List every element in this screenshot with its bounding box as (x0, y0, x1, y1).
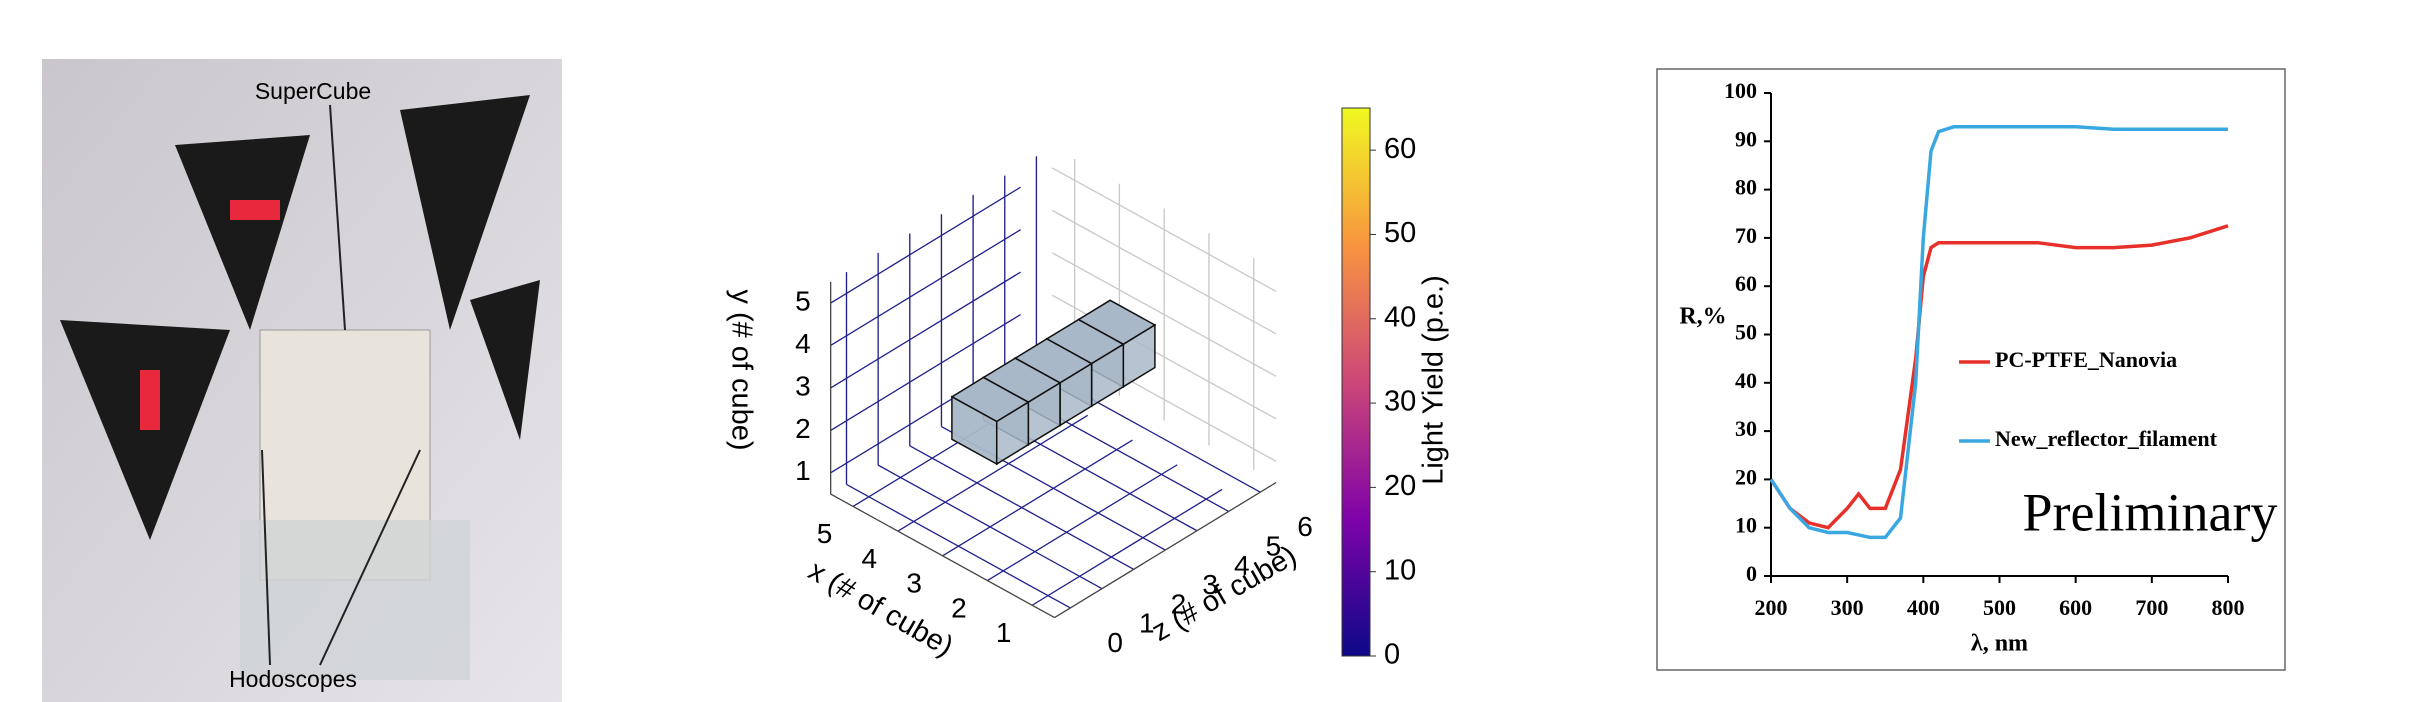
y-tick-label: 100 (1724, 78, 1757, 103)
tag (230, 200, 280, 220)
x-tick-label: 300 (1831, 595, 1864, 620)
axis-line (830, 493, 1055, 619)
grid-line (897, 414, 1089, 532)
z-tick-label: 3 (1202, 569, 1218, 600)
series-line (1769, 224, 2229, 530)
colorbar-label: Light Yield (p.e.) (1418, 275, 1450, 485)
grid-line (1051, 209, 1277, 335)
z-tick-label: 1 (1139, 608, 1155, 639)
grid-line (1051, 167, 1277, 292)
z-tick-label: 5 (1266, 531, 1282, 562)
y-tick-label: 4 (795, 328, 811, 359)
colorbar-tick-label: 40 (1384, 301, 1416, 333)
y-tick-label: 70 (1735, 223, 1757, 248)
grid-line (942, 439, 1133, 557)
z-tick-label: 4 (1234, 550, 1250, 581)
x-tick-label: 1 (996, 617, 1012, 648)
pointer (319, 449, 421, 666)
photo: SuperCube Hodoscopes (42, 59, 562, 702)
frame (240, 520, 470, 680)
grid-line (830, 186, 1021, 304)
z-tick-label: 0 (1107, 627, 1123, 658)
y-tick-label: 60 (1735, 271, 1757, 296)
cube-face (951, 395, 998, 466)
grid-line (830, 314, 1021, 431)
y-tick-label: 3 (795, 370, 811, 401)
y-tick-label: 50 (1735, 320, 1757, 345)
y-tick-label: 0 (1746, 561, 1757, 586)
x-tick-label: 600 (2059, 595, 2092, 620)
x-tick-label: 500 (1983, 595, 2016, 620)
grid-line (987, 464, 1178, 582)
grid-line (846, 483, 1071, 609)
y-axis-label: R,% (1679, 304, 1726, 330)
grid-line (1051, 252, 1277, 377)
tag (140, 370, 160, 430)
x-tick-label: 2 (951, 592, 967, 623)
grid-line (877, 464, 1103, 590)
x-tick-label: 3 (906, 568, 922, 599)
z-tick-label: 6 (1297, 511, 1313, 542)
grid-line (830, 271, 1021, 389)
z-tick-label: 2 (1171, 588, 1187, 619)
cube (950, 376, 1030, 466)
y-tick-label: 10 (1735, 513, 1757, 538)
legend-label: New_reflector_filament (1995, 426, 2218, 451)
grid-line (909, 445, 1134, 570)
y-axis-label: y (# of cube) (725, 289, 757, 450)
chart-frame (1656, 68, 2286, 671)
y-tick-label: 20 (1735, 464, 1757, 489)
x-axis-label: λ, nm (1971, 631, 2028, 657)
axis-line (1054, 481, 1277, 619)
x-tick-label: 5 (817, 518, 833, 549)
colorbar-tick-label: 30 (1384, 386, 1416, 418)
y-tick-label: 2 (795, 413, 811, 444)
colorbar (1341, 107, 1371, 657)
y-tick-label: 1 (795, 455, 811, 486)
grid-line (830, 229, 1021, 347)
grid-line (1031, 488, 1223, 606)
y-tick-label: 90 (1735, 126, 1757, 151)
photo-label: Hodoscopes (229, 666, 357, 692)
colorbar-tick-label: 10 (1384, 554, 1416, 586)
legend-label: PC-PTFE_Nanovia (1995, 347, 2177, 372)
fan (400, 95, 530, 330)
colorbar-tick-label: 50 (1384, 217, 1416, 249)
y-tick-label: 30 (1735, 416, 1757, 441)
x-axis-label: x (# of cube) (803, 555, 959, 663)
y-tick-label: 80 (1735, 175, 1757, 200)
x-tick-label: 700 (2135, 595, 2168, 620)
pointer (329, 104, 346, 331)
series-line (1769, 125, 2228, 540)
pointer (261, 449, 271, 666)
colorbar-tick-label: 60 (1384, 133, 1416, 165)
colorbar-tick-label: 0 (1384, 639, 1400, 671)
y-tick-label: 5 (795, 285, 811, 316)
annotation: Preliminary (2023, 482, 2278, 542)
fan (470, 280, 540, 440)
photo-label: SuperCube (255, 78, 371, 104)
x-tick-label: 4 (862, 543, 878, 574)
y-tick-label: 40 (1735, 368, 1757, 393)
x-tick-label: 200 (1755, 595, 1788, 620)
colorbar-tick-label: 20 (1384, 470, 1416, 502)
chart-line: 0 10 20 30 40 50 60 70 80 90 100 200 300 400 500 600 700… (1656, 68, 2286, 671)
x-tick-label: 800 (2212, 595, 2245, 620)
fan (175, 135, 310, 330)
x-tick-label: 400 (1907, 595, 1940, 620)
